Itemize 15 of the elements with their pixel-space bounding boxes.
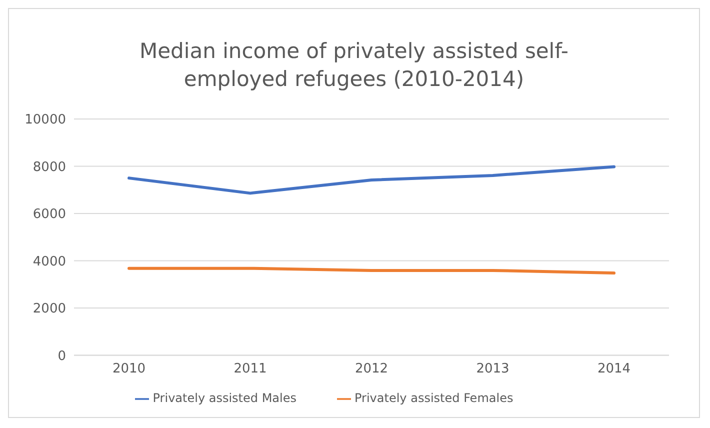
y-tick-label: 10000 bbox=[24, 112, 66, 128]
x-tick-label: 2011 bbox=[234, 362, 267, 377]
y-tick-label: 6000 bbox=[32, 207, 66, 222]
line-series bbox=[128, 165, 616, 195]
y-tick-label: 2000 bbox=[32, 302, 66, 317]
y-tick-label: 8000 bbox=[32, 160, 66, 175]
chart-title: Median income of privately assisted self-employed refugees (2010-2014) bbox=[139, 38, 569, 93]
x-tick-label: 2013 bbox=[476, 362, 510, 377]
legend-label: Privately assisted Males bbox=[152, 391, 297, 406]
x-tick-label: 2010 bbox=[112, 362, 146, 377]
y-tick-label: 0 bbox=[58, 348, 66, 364]
x-tick-label: 2012 bbox=[354, 362, 388, 377]
legend-label: Privately assisted Females bbox=[354, 391, 514, 406]
x-tick-label: 2014 bbox=[597, 362, 631, 377]
y-tick-label: 4000 bbox=[32, 254, 66, 270]
